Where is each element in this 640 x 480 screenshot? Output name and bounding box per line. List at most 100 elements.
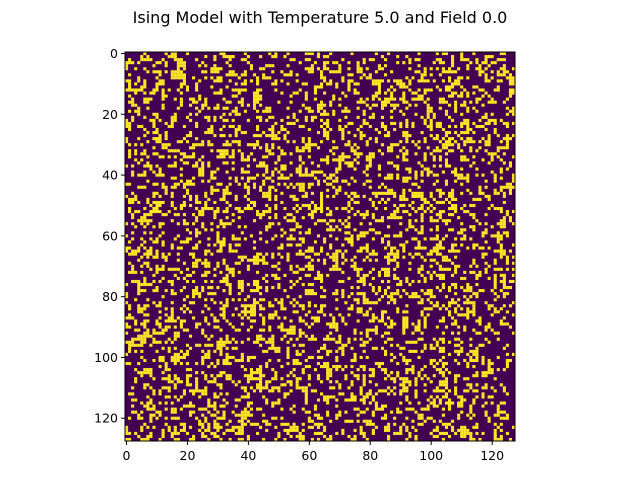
heatmap-cell — [164, 146, 168, 150]
heatmap-cell — [396, 264, 400, 268]
heatmap-cell — [170, 401, 174, 405]
heatmap-cell — [140, 401, 144, 405]
heatmap-cell — [192, 410, 196, 414]
heatmap-cell — [268, 52, 272, 56]
heatmap-cell — [353, 398, 357, 402]
heatmap-cell — [496, 73, 500, 77]
heatmap-cell — [396, 307, 400, 311]
heatmap-cell — [259, 103, 263, 107]
y-tick-label: 80 — [102, 289, 118, 304]
heatmap-cell — [460, 428, 464, 432]
heatmap-cell — [170, 279, 174, 284]
heatmap-cell — [383, 377, 388, 381]
heatmap-cell — [152, 404, 156, 408]
heatmap-cell — [335, 289, 339, 293]
heatmap-cell — [259, 380, 263, 384]
heatmap-cell — [499, 255, 503, 259]
heatmap-cell — [505, 121, 509, 125]
heatmap-cell — [420, 310, 424, 314]
heatmap-cell — [161, 267, 165, 271]
heatmap-cell — [408, 203, 412, 208]
heatmap-cell — [280, 91, 284, 95]
heatmap-cell — [301, 182, 305, 186]
heatmap-cell — [399, 383, 403, 387]
heatmap-cell — [249, 234, 254, 238]
heatmap-cell — [496, 404, 500, 408]
heatmap-cell — [377, 97, 381, 101]
heatmap-cell — [323, 395, 327, 399]
heatmap-cell — [417, 194, 421, 198]
heatmap-cell — [390, 410, 394, 414]
heatmap-cell — [426, 298, 430, 302]
heatmap-cell — [307, 146, 311, 150]
heatmap-cell — [466, 298, 470, 302]
heatmap-cell — [383, 97, 388, 101]
heatmap-cell — [268, 149, 272, 153]
heatmap-cell — [505, 182, 509, 186]
heatmap-cell — [161, 434, 165, 439]
heatmap-cell — [383, 127, 388, 132]
heatmap-cell — [185, 182, 190, 186]
heatmap-cell — [170, 121, 174, 125]
heatmap-cell — [505, 106, 509, 110]
heatmap-cell — [298, 249, 302, 253]
heatmap-cell — [207, 115, 211, 119]
heatmap-cell — [216, 286, 220, 290]
heatmap-cell — [228, 112, 232, 116]
heatmap-cell — [295, 349, 299, 353]
heatmap-cell — [137, 137, 141, 141]
heatmap-cell — [170, 164, 174, 168]
heatmap-cell — [134, 328, 138, 332]
heatmap-cell — [152, 124, 156, 129]
heatmap-cell — [490, 112, 494, 116]
heatmap-cell — [338, 392, 342, 396]
heatmap-cell — [158, 304, 162, 308]
heatmap-cell — [188, 112, 193, 116]
heatmap-cell — [447, 340, 452, 344]
heatmap-cell — [256, 255, 260, 259]
heatmap-cell — [423, 419, 427, 423]
heatmap-cell — [252, 219, 257, 223]
heatmap-cell — [198, 295, 202, 299]
heatmap-cell — [472, 91, 476, 95]
heatmap-cell — [207, 161, 211, 165]
heatmap-cell — [301, 194, 305, 198]
heatmap-cell — [222, 289, 226, 293]
heatmap-cell — [271, 185, 275, 189]
heatmap-cell — [320, 246, 324, 250]
heatmap-cell — [411, 200, 415, 205]
heatmap-cell — [359, 152, 363, 156]
heatmap-cell — [466, 176, 470, 180]
heatmap-cell — [362, 377, 366, 381]
heatmap-cell — [265, 380, 269, 384]
heatmap-cell — [137, 334, 141, 338]
heatmap-cell — [246, 328, 250, 332]
heatmap-cell — [146, 70, 150, 74]
heatmap-cell — [192, 155, 196, 159]
heatmap-cell — [246, 419, 250, 423]
heatmap-cell — [274, 121, 278, 125]
heatmap-cell — [426, 398, 430, 402]
heatmap-cell — [457, 374, 461, 378]
heatmap-cell — [423, 118, 427, 122]
heatmap-cell — [338, 279, 342, 284]
heatmap-cell — [420, 255, 424, 259]
heatmap-cell — [173, 319, 177, 323]
heatmap-cell — [182, 203, 186, 208]
heatmap-cell — [313, 431, 318, 435]
heatmap-cell — [176, 358, 180, 363]
heatmap-cell — [353, 191, 357, 195]
heatmap-cell — [192, 289, 196, 293]
heatmap-cell — [414, 428, 418, 432]
heatmap-cell — [173, 161, 177, 165]
heatmap-cell — [146, 304, 150, 308]
heatmap-cell — [301, 237, 305, 241]
heatmap-cell — [402, 197, 406, 201]
heatmap-cell — [447, 103, 452, 107]
heatmap-cell — [429, 249, 433, 253]
heatmap-cell — [426, 112, 430, 116]
heatmap-cell — [152, 210, 156, 214]
heatmap-cell — [356, 210, 360, 214]
heatmap-cell — [502, 67, 506, 71]
heatmap-cell — [152, 118, 156, 122]
